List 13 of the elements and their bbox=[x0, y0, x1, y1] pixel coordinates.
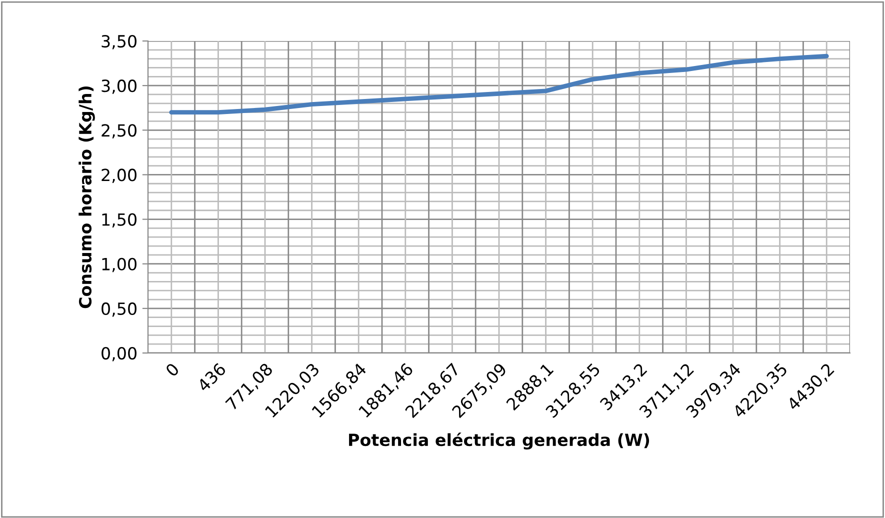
y-tick-label: 1,00 bbox=[102, 258, 136, 272]
x-tick-label: 0 bbox=[164, 362, 180, 378]
y-tick-label: 3,50 bbox=[102, 34, 136, 50]
y-tick-label: 2,50 bbox=[102, 124, 136, 138]
x-axis-title: Potencia eléctrica generada (W) bbox=[349, 432, 650, 450]
y-tick-label: 1,50 bbox=[102, 213, 136, 228]
y-tick-label: 2,00 bbox=[102, 168, 136, 183]
y-tick-label: 0,00 bbox=[102, 346, 136, 362]
line-series bbox=[169, 54, 829, 115]
y-tick-label: 3,00 bbox=[102, 80, 136, 94]
y-axis-title: Consumo horario (Kg/h) bbox=[78, 86, 95, 308]
y-tick-label: 0,50 bbox=[102, 302, 136, 317]
x-tick-label: 436 bbox=[196, 362, 227, 392]
